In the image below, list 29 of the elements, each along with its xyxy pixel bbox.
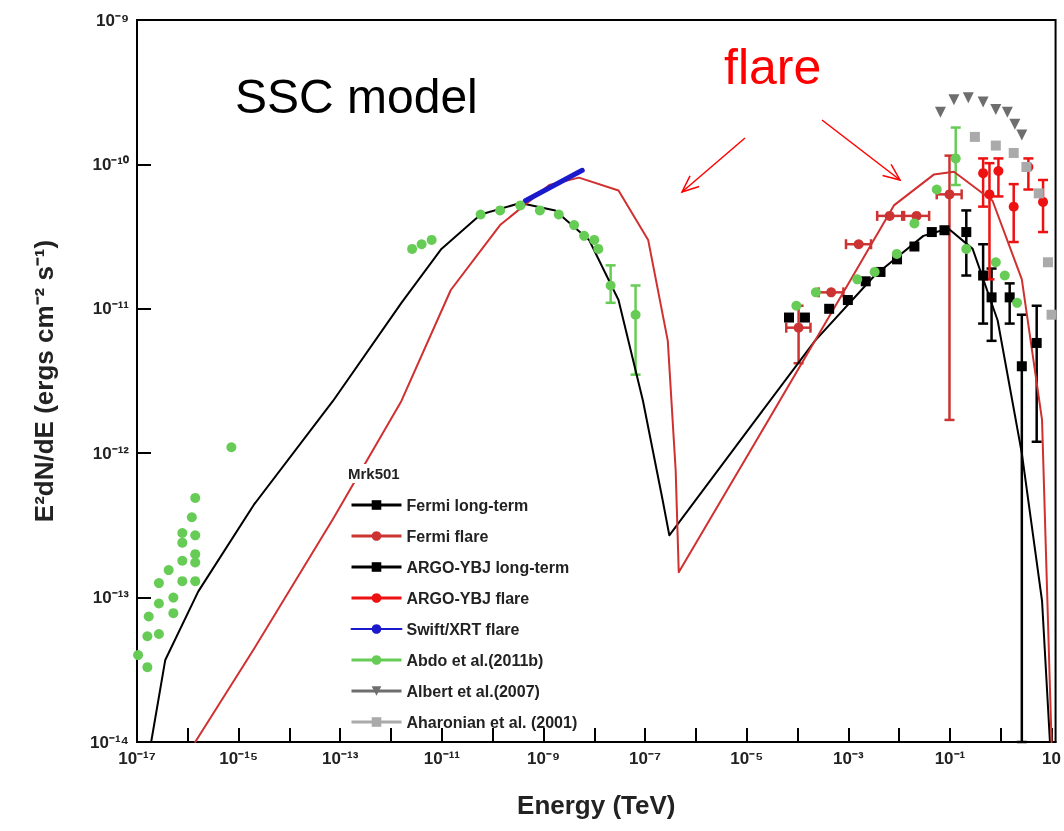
y-tick-label: 10⁻¹¹ [92, 299, 130, 319]
y-tick-label: 10⁻¹³ [92, 588, 130, 608]
legend-label: Aharonian et al. (2001) [406, 713, 578, 731]
x-tick-label: 10⁻⁷ [629, 749, 662, 768]
legend-label: ARGO-YBJ long-term [406, 558, 570, 576]
y-tick-label: 10⁻¹² [92, 443, 130, 463]
x-tick-label: 10⁻³ [833, 749, 864, 768]
legend-label: Albert et al.(2007) [406, 682, 540, 700]
x-tick-label: 10⁻⁵ [730, 749, 764, 768]
legend-title: Mrk501 [348, 465, 400, 482]
legend-label: ARGO-YBJ flare [406, 589, 530, 607]
y-tick-label: 10⁻¹⁰ [92, 154, 129, 174]
x-tick-label: 10⁻¹³ [322, 749, 359, 768]
x-tick-label: 10⁻¹⁷ [118, 749, 156, 768]
x-tick-label: 10⁻¹⁵ [219, 749, 258, 768]
x-tick-label: 10 [1042, 749, 1062, 768]
y-tick-label: 10⁻⁹ [96, 10, 129, 30]
legend-label: Fermi long-term [406, 496, 529, 514]
x-axis-title: Energy (TeV) [517, 790, 676, 820]
annotation: flare [724, 39, 822, 95]
legend-label: Fermi flare [406, 527, 489, 545]
x-tick-label: 10⁻⁹ [526, 749, 560, 768]
x-tick-label: 10⁻¹ [934, 749, 966, 768]
legend-label: Abdo et al.(2011b) [406, 651, 544, 669]
y-tick-label: 10⁻¹⁴ [90, 732, 129, 752]
annotation: SSC model [235, 69, 478, 123]
y-axis-title: E²dN/dE (ergs cm⁻² s⁻¹) [29, 239, 59, 523]
legend-label: Swift/XRT flare [406, 620, 520, 638]
x-tick-label: 10⁻¹¹ [423, 749, 461, 768]
